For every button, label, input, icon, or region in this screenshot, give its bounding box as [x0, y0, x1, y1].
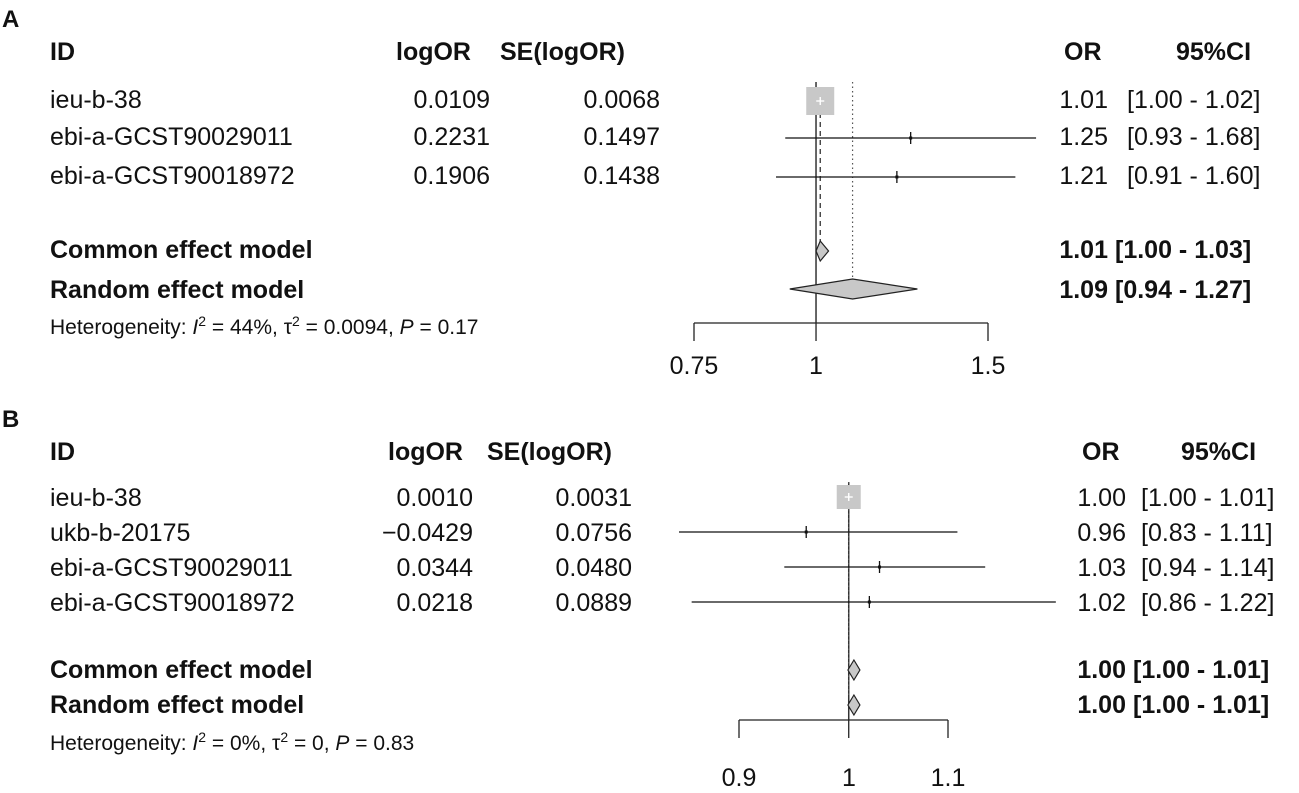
model-or: 1.00 [1077, 656, 1126, 684]
study-ci: [0.94 - 1.14] [1141, 554, 1275, 582]
forest-plot-b: B ID logOR SE(logOR) OR 95%CI ieu-b-38 0… [0, 400, 1299, 793]
model-ci: [1.00 - 1.01] [1133, 656, 1270, 684]
header-ci: 95%CI [1176, 38, 1252, 66]
model-label: Common effect model [50, 236, 313, 264]
study-id: ieu-b-38 [50, 484, 142, 512]
het-prefix: Heterogeneity: [50, 732, 193, 755]
study-ci: [1.00 - 1.01] [1141, 484, 1275, 512]
study-logor: 0.1906 [413, 162, 490, 190]
study-id: ebi-a-GCST90018972 [50, 589, 295, 617]
effect-diamond [815, 239, 830, 263]
header-se: SE(logOR) [500, 38, 625, 66]
study-ci: [0.86 - 1.22] [1141, 589, 1275, 617]
study-se: 0.0068 [583, 86, 660, 114]
study-logor: −0.0429 [381, 519, 473, 547]
model-label: Random effect model [50, 691, 305, 719]
study-or: 1.25 [1059, 123, 1108, 151]
het-tau2-value: = 0.0094, [299, 316, 400, 339]
study-se: 0.0031 [555, 484, 632, 512]
het-i2-symbol: I [192, 316, 199, 339]
header-id: ID [50, 438, 75, 466]
model-ci: [0.94 - 1.27] [1115, 276, 1252, 304]
study-id: ebi-a-GCST90029011 [50, 554, 293, 582]
header-ci: 95%CI [1181, 438, 1257, 466]
header-or: OR [1082, 438, 1120, 466]
model-label: Common effect model [50, 656, 313, 684]
panel-letter: B [2, 406, 20, 433]
header-logor: logOR [396, 38, 471, 66]
axis-tick-label: 1 [809, 352, 823, 380]
study-or: 0.96 [1077, 519, 1126, 547]
het-p-value: = 0.83 [349, 732, 415, 755]
study-or: 1.01 [1059, 86, 1108, 114]
forest-plot-area [679, 482, 1056, 738]
het-i2-value: = 0%, [206, 732, 273, 755]
het-prefix: Heterogeneity: [50, 316, 193, 339]
study-or: 1.03 [1077, 554, 1126, 582]
header-se: SE(logOR) [487, 438, 612, 466]
study-ci: [0.91 - 1.60] [1127, 162, 1261, 190]
study-se: 0.1497 [583, 123, 660, 151]
het-tau2-symbol: τ [283, 316, 292, 339]
study-se: 0.0480 [555, 554, 632, 582]
axis-tick-label: 1 [842, 764, 856, 792]
model-or: 1.00 [1077, 691, 1126, 719]
het-tau2-symbol: τ [272, 732, 281, 755]
effect-diamond [847, 693, 861, 717]
axis-tick-label: 0.75 [669, 352, 719, 380]
het-p-value: = 0.17 [413, 316, 479, 339]
axis-tick-label: 1.1 [930, 764, 966, 792]
heterogeneity-text: Heterogeneity: I2 = 44%, τ2 = 0.0094, P … [50, 313, 479, 339]
study-logor: 0.0218 [396, 589, 473, 617]
header-id: ID [50, 38, 75, 66]
axis-tick-label: 0.9 [721, 764, 757, 792]
model-ci: [1.00 - 1.01] [1133, 691, 1270, 719]
axis-tick-label: 1.5 [970, 352, 1006, 380]
heterogeneity-text: Heterogeneity: I2 = 0%, τ2 = 0, P = 0.83 [50, 729, 415, 755]
study-se: 0.0756 [555, 519, 632, 547]
het-tau2-value: = 0, [288, 732, 336, 755]
study-ci: [1.00 - 1.02] [1127, 86, 1261, 114]
study-or: 1.02 [1077, 589, 1126, 617]
model-label: Random effect model [50, 276, 305, 304]
het-p-symbol: P [399, 316, 414, 339]
study-id: ebi-a-GCST90018972 [50, 162, 295, 190]
model-or: 1.09 [1059, 276, 1108, 304]
study-logor: 0.2231 [413, 123, 490, 151]
study-or: 1.21 [1059, 162, 1108, 190]
study-se: 0.1438 [583, 162, 660, 190]
header-logor: logOR [388, 438, 463, 466]
model-ci: [1.00 - 1.03] [1115, 236, 1252, 264]
effect-diamond [789, 278, 918, 300]
study-id: ukb-b-20175 [50, 519, 191, 547]
study-ci: [0.83 - 1.11] [1141, 519, 1273, 547]
study-se: 0.0889 [555, 589, 632, 617]
model-or: 1.01 [1059, 236, 1108, 264]
forest-plot-a: A ID logOR SE(logOR) OR 95%CI ieu-b-38 0… [0, 0, 1299, 395]
het-i2-value: = 44%, [206, 316, 284, 339]
study-logor: 0.0109 [413, 86, 490, 114]
study-id: ebi-a-GCST90029011 [50, 123, 293, 151]
effect-diamond [847, 658, 861, 682]
het-p-symbol: P [335, 732, 350, 755]
het-i2-symbol: I [192, 732, 199, 755]
study-or: 1.00 [1077, 484, 1126, 512]
study-ci: [0.93 - 1.68] [1127, 123, 1261, 151]
header-or: OR [1064, 38, 1102, 66]
study-logor: 0.0344 [396, 554, 473, 582]
forest-plot-area [693, 82, 1037, 341]
study-id: ieu-b-38 [50, 86, 142, 114]
panel-letter: A [2, 6, 20, 33]
study-logor: 0.0010 [396, 484, 473, 512]
